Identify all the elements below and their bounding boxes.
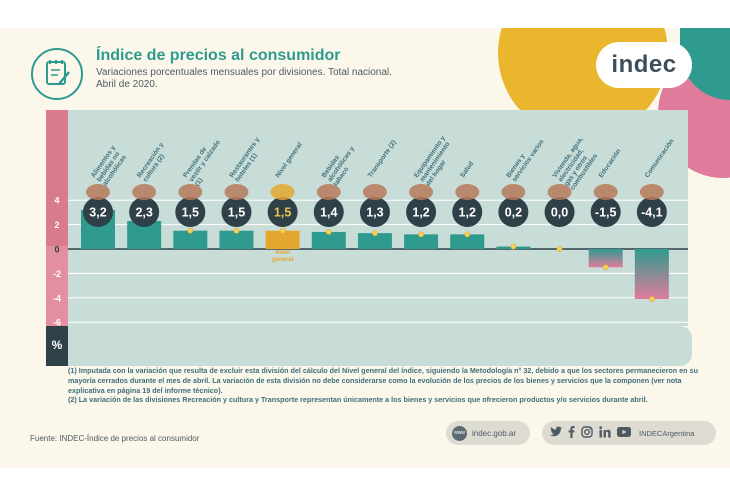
bar (311, 231, 346, 249)
chart-period: Abril de 2020. (96, 79, 158, 90)
bar-end-dot (556, 246, 563, 252)
category-icon (639, 184, 664, 200)
bar (450, 234, 485, 249)
y-tick-label: 4 (54, 196, 59, 206)
value-label: 2,3 (135, 206, 152, 220)
category-icon (132, 184, 157, 200)
bar (634, 249, 669, 300)
value-disc (498, 197, 529, 227)
bar (357, 233, 392, 249)
value-disc (590, 197, 621, 227)
value-label: 1,4 (320, 206, 337, 220)
bar (265, 230, 300, 249)
globe-icon: www (452, 425, 467, 441)
infographic-card: indec Índice de precios al consumidor Va… (0, 28, 730, 468)
value-label: 3,2 (89, 206, 106, 220)
y-tick-label: -4 (53, 293, 61, 303)
y-axis-unit-box (46, 326, 68, 366)
value-disc (175, 197, 206, 227)
value-disc (129, 197, 160, 227)
bar (219, 230, 254, 249)
chart-title: Índice de precios al consumidor (96, 47, 341, 64)
category-icon (224, 184, 249, 200)
nivel-general-tag: Nivel general (272, 250, 294, 263)
category-icon (316, 184, 341, 200)
value-label: -1,5 (595, 206, 617, 220)
category-icon (270, 184, 295, 200)
y-axis-unit: % (52, 338, 63, 352)
facebook-icon[interactable] (568, 425, 575, 441)
y-tick-label: -2 (53, 269, 61, 279)
instagram-icon[interactable] (581, 425, 593, 441)
value-disc (313, 197, 344, 227)
twitter-icon[interactable] (550, 426, 562, 440)
footnote-1: (1) Imputada con la variación que result… (68, 366, 698, 395)
bar-end-dot (233, 227, 240, 234)
value-disc (452, 197, 483, 227)
website-text: indec.gob.ar (472, 428, 517, 438)
value-label: 1,2 (459, 206, 476, 220)
bar (173, 230, 208, 249)
category-icon (409, 184, 434, 200)
value-disc (406, 197, 437, 227)
category-icon (178, 184, 203, 200)
bottom-band (46, 326, 692, 366)
source-note: Fuente: INDEC-Índice de precios al consu… (30, 434, 200, 443)
bar-end-dot (279, 227, 286, 234)
value-disc (359, 197, 390, 227)
category-icon (455, 184, 480, 200)
linkedin-icon[interactable] (599, 425, 611, 441)
category-icon (593, 184, 618, 200)
indec-logo: indec (596, 42, 692, 88)
notepad-icon (31, 48, 83, 100)
bar-end-dot (648, 296, 655, 302)
website-link[interactable]: www indec.gob.ar (446, 421, 530, 445)
bar-end-dot (464, 231, 471, 238)
logo-text: indec (611, 51, 677, 78)
category-icon (547, 184, 572, 200)
bar-end-dot (602, 264, 609, 271)
category-icon (86, 184, 110, 200)
value-label: 0,0 (551, 206, 568, 220)
value-label: 1,5 (228, 206, 245, 220)
bar (588, 249, 623, 268)
bar-end-dot (325, 229, 332, 235)
value-label: -4,1 (641, 206, 663, 220)
bar (404, 234, 439, 249)
footnotes: (1) Imputada con la variación que result… (68, 366, 698, 405)
y-tick-label: -6 (53, 318, 61, 328)
value-label: 0,2 (505, 206, 522, 220)
youtube-icon[interactable] (617, 426, 631, 440)
y-tick-label: 2 (54, 220, 59, 230)
social-links: INDECArgentina (542, 421, 716, 445)
bar-end-dot (372, 230, 378, 237)
value-disc (83, 197, 113, 227)
social-handle: INDECArgentina (639, 428, 695, 438)
value-disc (267, 197, 298, 227)
value-disc (636, 197, 667, 227)
chart-subtitle: Variaciones porcentuales mensuales por d… (96, 67, 392, 78)
y-axis-negative (46, 246, 68, 332)
footnote-2: (2) La variación de las divisiones Recre… (68, 395, 648, 405)
bar-end-dot (418, 231, 424, 238)
category-icon (501, 184, 526, 200)
value-label: 1,5 (182, 206, 199, 220)
value-disc (544, 197, 575, 227)
value-disc (221, 197, 252, 227)
y-tick-label: 0 (54, 245, 59, 255)
bar-end-dot (187, 227, 194, 234)
value-label: 1,3 (366, 206, 383, 220)
value-label: 1,5 (274, 206, 291, 220)
category-icon (362, 184, 387, 200)
bar-end-dot (510, 243, 517, 250)
value-label: 1,2 (412, 206, 429, 220)
